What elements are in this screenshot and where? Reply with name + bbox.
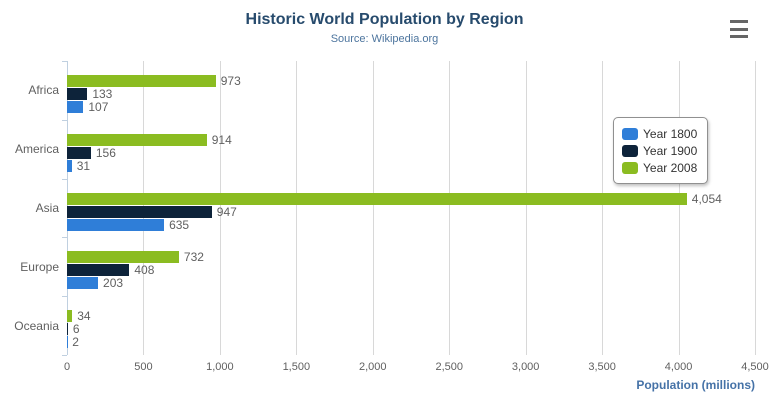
bar-europe-year-1900[interactable] [67, 264, 130, 277]
legend-swatch-icon [622, 161, 638, 174]
x-tick-label: 1,000 [206, 361, 234, 373]
category-axis-tick [62, 119, 67, 121]
data-label: 31 [76, 158, 91, 173]
x-tick-label: 1,500 [282, 361, 311, 373]
data-label: 408 [134, 263, 155, 278]
data-label: 947 [216, 204, 237, 219]
category-axis-tick [62, 61, 67, 62]
x-tick-label: 0 [63, 361, 71, 373]
category-axis-tick [62, 355, 67, 356]
chart-subtitle: Source: Wikipedia.org [330, 33, 439, 45]
data-label: 4,054 [691, 191, 722, 206]
x-tick-label: 2,000 [359, 361, 387, 373]
bar-oceania-year-1900[interactable] [67, 323, 68, 336]
gridline [449, 61, 451, 355]
data-label: 635 [169, 217, 190, 232]
bar-africa-year-1800[interactable] [67, 101, 84, 113]
legend-swatch-icon [622, 127, 638, 140]
bar-america-year-1900[interactable] [67, 146, 91, 159]
gridline [372, 61, 374, 355]
gridline [602, 61, 604, 355]
x-tick-label: 500 [134, 361, 153, 373]
legend-item-year-1900[interactable]: Year 1900 [622, 142, 697, 159]
category-label: Europe [20, 259, 59, 274]
bar-america-year-2008[interactable] [67, 133, 207, 146]
bar-africa-year-1900[interactable] [67, 88, 88, 100]
hamburger-bar [730, 35, 748, 38]
gridline [755, 61, 756, 355]
x-tick-label: 4,500 [741, 361, 769, 373]
data-label: 34 [77, 309, 91, 324]
bar-oceania-year-2008[interactable] [67, 310, 73, 323]
legend-swatch-icon [622, 144, 638, 157]
x-axis-title: Population (millions) [636, 378, 755, 392]
data-label: 107 [88, 100, 109, 114]
category-axis-tick [62, 296, 67, 298]
hamburger-bar [730, 20, 748, 23]
gridline [219, 61, 221, 355]
category-label: America [14, 142, 59, 157]
x-tick-label: 4,000 [664, 361, 693, 373]
data-label: 156 [95, 145, 116, 160]
data-label: 133 [92, 87, 113, 101]
data-label: 2 [72, 335, 79, 350]
category-axis-tick [62, 178, 67, 180]
gridline [525, 61, 527, 355]
bar-africa-year-2008[interactable] [67, 75, 216, 87]
x-tick-label: 3,500 [588, 361, 616, 373]
data-label: 6 [72, 322, 80, 337]
data-label: 914 [211, 132, 232, 147]
gridline [678, 61, 680, 355]
bar-asia-year-1800[interactable] [67, 218, 165, 231]
data-label: 973 [220, 74, 241, 88]
x-tick-label: 3,000 [511, 361, 540, 373]
legend: Year 1800 Year 1900 Year 2008 [613, 117, 709, 184]
data-label: 203 [103, 276, 124, 291]
category-axis-tick [62, 237, 67, 239]
hamburger-bar [730, 27, 748, 31]
bar-europe-year-1800[interactable] [67, 277, 99, 290]
bar-europe-year-2008[interactable] [67, 251, 179, 264]
legend-label: Year 1900 [643, 143, 698, 158]
bar-america-year-1800[interactable] [67, 159, 72, 172]
legend-item-year-1800[interactable]: Year 1800 [622, 125, 697, 142]
bar-asia-year-1900[interactable] [67, 205, 212, 218]
category-label: Africa [28, 83, 59, 98]
bar-asia-year-2008[interactable] [67, 192, 687, 205]
x-tick-label: 2,500 [435, 361, 463, 373]
legend-item-year-2008[interactable]: Year 2008 [622, 159, 697, 176]
legend-label: Year 1800 [643, 126, 698, 141]
hamburger-menu-icon[interactable] [728, 19, 750, 39]
legend-label: Year 2008 [643, 160, 698, 175]
category-label: Oceania [14, 318, 59, 333]
chart-title: Historic World Population by Region [245, 11, 524, 28]
category-label: Asia [35, 201, 59, 215]
data-label: 732 [183, 250, 204, 265]
gridline [296, 61, 298, 355]
